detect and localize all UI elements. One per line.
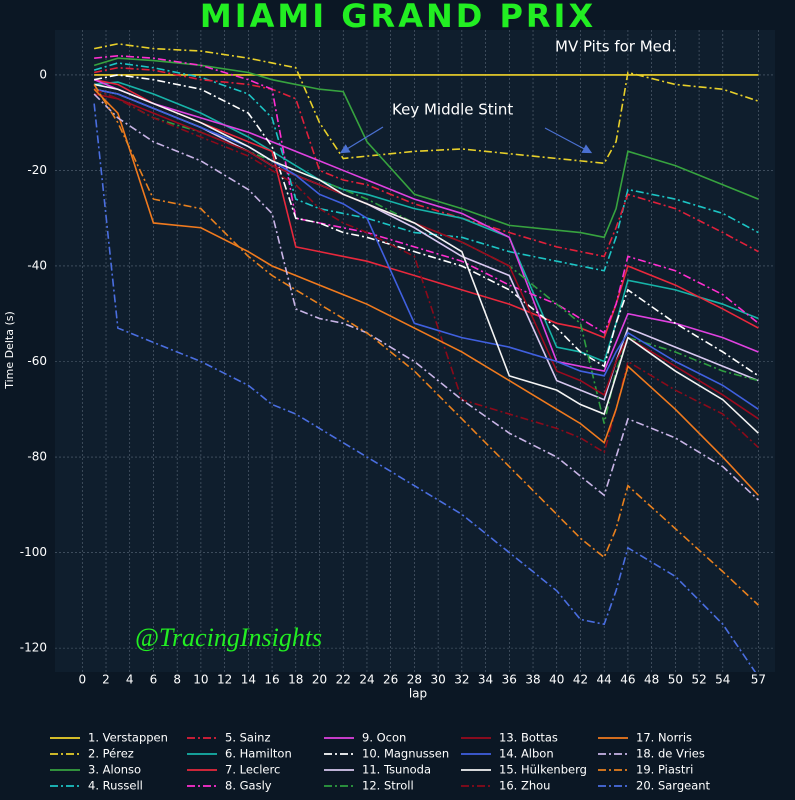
series-line [93, 62, 759, 272]
x-tick-label: 16 [264, 673, 279, 687]
x-tick-label: 28 [407, 673, 422, 687]
x-tick-label: 4 [126, 673, 134, 687]
x-tick-label: 2 [102, 673, 110, 687]
y-tick-label: -40 [27, 258, 47, 272]
series-line [94, 54, 759, 335]
series-line [93, 88, 759, 410]
legend-label: 9. Ocon [362, 731, 406, 745]
x-tick-label: 30 [430, 673, 445, 687]
watermark: @TracingInsights [135, 623, 322, 652]
x-tick-label: 26 [383, 673, 398, 687]
legend-label: 10. Magnussen [362, 747, 449, 761]
x-tick-label: 48 [644, 673, 659, 687]
legend-label: 14. Albon [499, 747, 554, 761]
x-tick-label: 22 [336, 673, 351, 687]
series-line [93, 84, 759, 606]
y-tick-label: -100 [20, 545, 47, 559]
legend-label: 5. Sainz [225, 731, 271, 745]
annotation-arrow [544, 127, 593, 154]
chart-title: MIAMI GRAND PRIX [200, 0, 596, 35]
y-tick-label: -60 [27, 354, 47, 368]
series-line [93, 78, 759, 372]
x-tick-label: 10 [193, 673, 208, 687]
series-line [93, 88, 759, 496]
legend-label: 19. Piastri [636, 763, 693, 777]
annotation: MV Pits for Med. [555, 38, 676, 56]
series-line [93, 93, 759, 501]
x-tick-label: 18 [288, 673, 303, 687]
legend-label: 3. Alonso [88, 763, 141, 777]
series-line [93, 103, 757, 672]
legend-label: 20. Sargeant [636, 779, 711, 793]
y-tick-label: -80 [27, 450, 47, 464]
x-tick-label: 24 [359, 673, 374, 687]
legend-label: 4. Russell [88, 779, 143, 793]
x-tick-label: 54 [715, 673, 730, 687]
series-line [93, 78, 759, 339]
annotation: Key Middle Stint [392, 101, 513, 119]
series-line [93, 43, 759, 165]
legend-label: 18. de Vries [636, 747, 705, 761]
series-line [93, 88, 759, 454]
x-tick-label: 36 [502, 673, 517, 687]
x-tick-label: 20 [312, 673, 327, 687]
legend-label: 17. Norris [636, 731, 692, 745]
x-tick-label: 52 [691, 673, 706, 687]
series-line [94, 81, 759, 363]
legend-label: 7. Leclerc [225, 763, 280, 777]
legend-label: 2. Pérez [88, 747, 134, 761]
legend-label: 13. Bottas [499, 731, 558, 745]
legend-label: 11. Tsunoda [362, 763, 431, 777]
series-line [93, 57, 759, 239]
x-tick-label: 38 [525, 673, 540, 687]
y-axis-label: Time Delta (s) [3, 311, 16, 390]
x-tick-label: 6 [150, 673, 158, 687]
x-tick-label: 46 [620, 673, 635, 687]
x-tick-label: 40 [549, 673, 564, 687]
legend-label: 6. Hamilton [225, 747, 292, 761]
x-tick-label: 34 [478, 673, 493, 687]
x-tick-label: 42 [573, 673, 588, 687]
x-tick-label: 44 [597, 673, 612, 687]
y-tick-label: 0 [39, 67, 47, 81]
plot-area [55, 30, 775, 672]
y-tick-label: -120 [20, 641, 47, 655]
x-tick-label: 50 [668, 673, 683, 687]
legend-label: 16. Zhou [499, 779, 550, 793]
x-axis-label: lap [409, 687, 427, 701]
x-tick-label: 12 [217, 673, 232, 687]
x-tick-label: 14 [241, 673, 256, 687]
x-tick-label: 57 [751, 673, 766, 687]
x-tick-label: 0 [78, 673, 86, 687]
series-line [93, 83, 759, 434]
legend-label: 8. Gasly [225, 779, 272, 793]
series-line [93, 74, 759, 377]
x-tick-label: 8 [173, 673, 181, 687]
legend-label: 12. Stroll [362, 779, 414, 793]
legend-label: 1. Verstappen [88, 731, 168, 745]
x-tick-label: 32 [454, 673, 469, 687]
y-tick-label: -20 [27, 163, 47, 177]
series-line [93, 66, 759, 258]
legend-label: 15. Hülkenberg [499, 763, 587, 777]
annotation-arrow [339, 126, 384, 154]
